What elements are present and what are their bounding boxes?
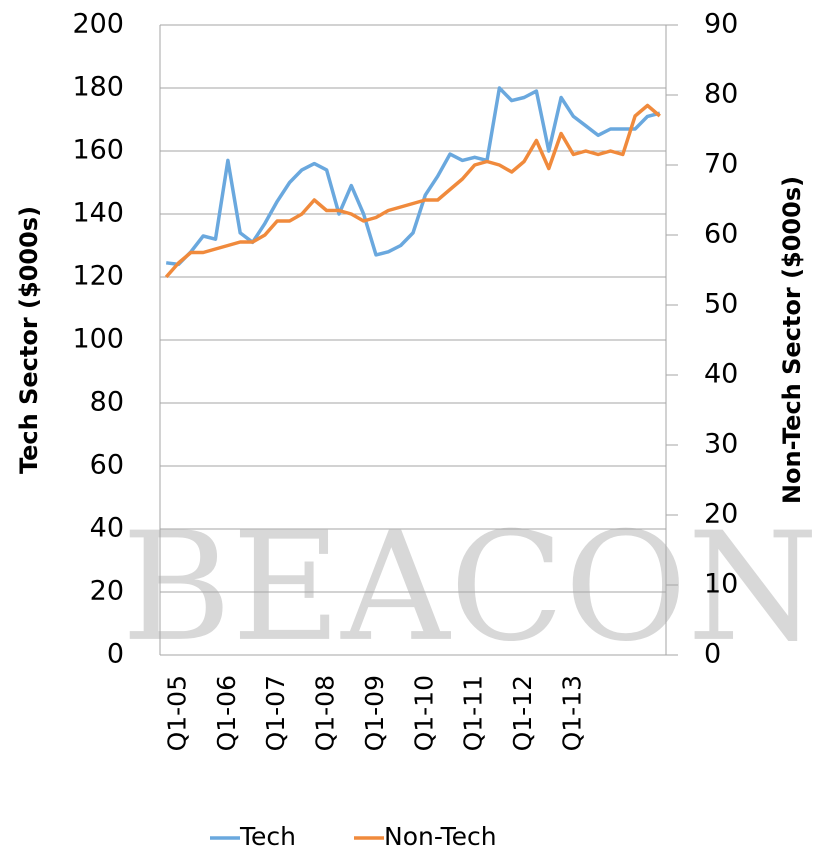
y-tick-label: 40 xyxy=(90,513,124,544)
y2-tick-label: 20 xyxy=(704,499,738,530)
x-tick-label: Q1-11 xyxy=(459,675,488,751)
y2-tick-label: 60 xyxy=(704,219,738,250)
legend-label: Tech xyxy=(239,822,296,851)
y-tick-label: 180 xyxy=(72,72,124,103)
x-tick-label: Q1-07 xyxy=(261,675,290,751)
y2-tick-label: 90 xyxy=(704,9,738,40)
x-tick-label: Q1-12 xyxy=(508,675,537,751)
x-tick-label: Q1-05 xyxy=(163,675,192,751)
y-tick-label: 20 xyxy=(90,576,124,607)
x-tick-label: Q1-13 xyxy=(557,675,586,751)
x-tick-label: Q1-08 xyxy=(311,675,340,751)
y-axis-title: Tech Sector ($000s) xyxy=(15,206,43,474)
y2-tick-label: 80 xyxy=(704,79,738,110)
series-line xyxy=(165,86,661,267)
y2-tick-label: 0 xyxy=(704,639,721,670)
y-tick-label: 0 xyxy=(107,639,124,670)
y2-axis-title: Non-Tech Sector ($000s) xyxy=(778,176,806,504)
y2-tick-label: 50 xyxy=(704,289,738,320)
y-tick-label: 200 xyxy=(72,9,124,40)
y-tick-label: 140 xyxy=(72,198,124,229)
y-tick-label: 80 xyxy=(90,387,124,418)
x-tick-label: Q1-10 xyxy=(409,675,438,751)
watermark: BEACON xyxy=(121,501,813,675)
y2-tick-label: 10 xyxy=(704,569,738,600)
y-tick-label: 160 xyxy=(72,135,124,166)
y2-tick-label: 30 xyxy=(704,429,738,460)
y-tick-label: 120 xyxy=(72,261,124,292)
y2-tick-label: 40 xyxy=(704,359,738,390)
x-tick-label: Q1-06 xyxy=(212,675,241,751)
y2-tick-label: 70 xyxy=(704,149,738,180)
x-tick-label: Q1-09 xyxy=(360,675,389,751)
series-line xyxy=(164,103,661,279)
y-tick-label: 60 xyxy=(90,450,124,481)
legend-label: Non-Tech xyxy=(384,822,497,851)
y-tick-label: 100 xyxy=(72,324,124,355)
